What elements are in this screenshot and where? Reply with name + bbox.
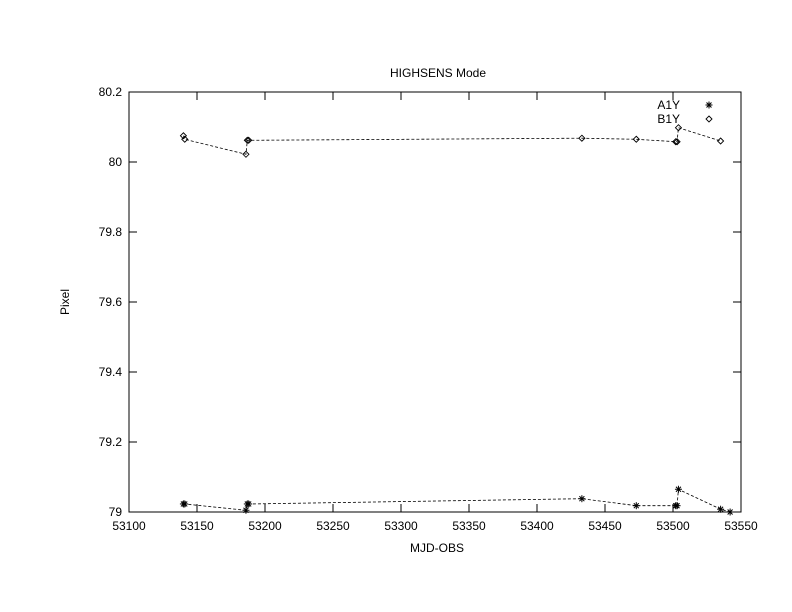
- series-line-a1y: [183, 488, 731, 513]
- x-tick-label: 53100: [112, 519, 146, 533]
- data-point-a1y: [181, 500, 189, 508]
- x-axis: 53100 53150 53200 53250 53300 53350 53400 53450…: [112, 92, 758, 533]
- y-axis: 79 79.2 79.4 79.6 79.8 80 80.2: [99, 85, 741, 519]
- x-tick-label: 53350: [452, 519, 486, 533]
- y-tick-label: 79.2: [99, 435, 123, 449]
- series-a1y: [179, 485, 734, 516]
- x-tick-label: 53550: [724, 519, 758, 533]
- data-point-a1y: [674, 485, 682, 493]
- x-axis-label: MJD-OBS: [410, 541, 464, 555]
- x-tick-label: 53150: [180, 519, 214, 533]
- data-point-a1y: [578, 495, 586, 503]
- data-point-a1y: [673, 502, 681, 510]
- legend-label-a1y: A1Y: [657, 98, 680, 112]
- x-tick-label: 53300: [384, 519, 418, 533]
- x-tick-label: 53200: [248, 519, 282, 533]
- data-point-a1y: [717, 505, 725, 513]
- chart-title: HIGHSENS Mode: [390, 66, 486, 80]
- series-line-b1y: [183, 127, 721, 155]
- data-point-b1y: [245, 136, 253, 144]
- data-point-a1y: [726, 508, 734, 516]
- data-point-b1y: [674, 124, 683, 132]
- legend-marker-a1y: [705, 101, 713, 109]
- data-point-a1y: [242, 506, 250, 514]
- plot-frame: [128, 91, 742, 513]
- data-point-b1y: [716, 137, 725, 145]
- y-tick-label: 79.8: [99, 225, 123, 239]
- data-point-b1y: [672, 138, 680, 146]
- data-point-b1y: [632, 135, 640, 143]
- legend-marker-b1y: [705, 115, 713, 123]
- x-tick-label: 53400: [520, 519, 554, 533]
- data-point-a1y: [632, 502, 640, 510]
- series-layer: [179, 124, 734, 516]
- y-axis-label: Pixel: [58, 289, 72, 315]
- data-point-b1y: [578, 134, 586, 142]
- data-point-b1y: [181, 135, 189, 143]
- y-tick-label: 79.4: [99, 365, 123, 379]
- data-point-b1y: [243, 136, 251, 144]
- y-tick-label: 79: [109, 505, 123, 519]
- y-tick-label: 80.2: [99, 85, 123, 99]
- data-point-a1y: [245, 500, 253, 508]
- data-point-b1y: [242, 150, 250, 158]
- y-tick-label: 80: [109, 155, 123, 169]
- series-b1y: [179, 124, 725, 158]
- x-tick-label: 53450: [588, 519, 622, 533]
- x-tick-label: 53250: [316, 519, 350, 533]
- y-tick-label: 79.6: [99, 295, 123, 309]
- legend-label-b1y: B1Y: [657, 112, 680, 126]
- data-point-b1y: [673, 138, 681, 146]
- data-point-b1y: [179, 132, 188, 140]
- x-tick-label: 53500: [656, 519, 690, 533]
